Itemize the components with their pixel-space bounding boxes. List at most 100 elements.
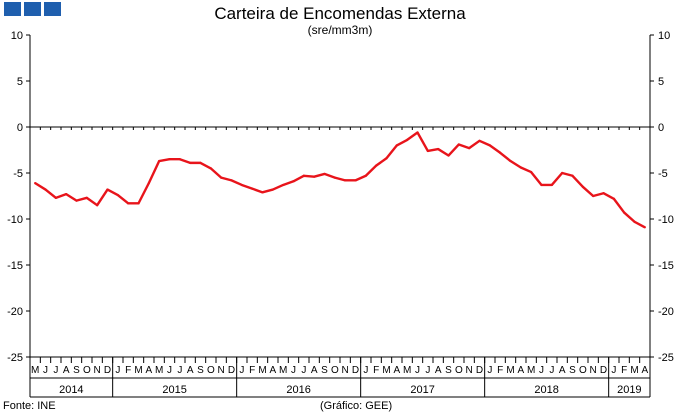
data-point <box>406 138 409 141</box>
data-point <box>116 193 119 197</box>
month-label: F <box>125 365 131 376</box>
series-line <box>34 131 646 229</box>
data-point <box>292 180 295 183</box>
month-label: M <box>527 365 535 376</box>
logo-block <box>4 2 21 16</box>
month-label: A <box>145 365 152 376</box>
month-label: D <box>352 365 359 376</box>
month-label: S <box>569 365 576 376</box>
month-label: J <box>291 365 296 376</box>
month-label: M <box>258 365 266 376</box>
month-label: M <box>155 365 163 376</box>
month-label: M <box>630 365 638 376</box>
month-label: O <box>83 365 91 376</box>
data-point <box>106 188 109 191</box>
data-point <box>426 149 429 153</box>
month-label: M <box>279 365 287 376</box>
y-tick-label-right: 5 <box>658 76 664 88</box>
data-point <box>395 144 398 147</box>
y-tick-label-right: -20 <box>658 306 674 318</box>
month-label: O <box>579 365 587 376</box>
month-label: N <box>466 365 473 376</box>
data-point <box>581 185 584 188</box>
month-label: F <box>497 365 503 376</box>
data-point <box>519 166 522 169</box>
month-label: J <box>363 365 368 376</box>
month-label: J <box>611 365 616 376</box>
data-point <box>499 151 502 154</box>
month-label: J <box>425 365 430 376</box>
chart-subtitle: (sre/mm3m) <box>307 23 373 37</box>
data-point <box>540 183 543 187</box>
data-point <box>344 179 347 182</box>
year-label: 2016 <box>286 384 310 396</box>
month-label: A <box>311 365 318 376</box>
month-label: M <box>403 365 411 376</box>
data-point <box>509 159 512 163</box>
month-label: S <box>445 365 452 376</box>
month-label: F <box>621 365 627 376</box>
data-point <box>457 143 460 146</box>
month-label: A <box>269 365 276 376</box>
credit-note: (Gráfico: GEE) <box>320 400 393 412</box>
month-label: S <box>197 365 204 376</box>
data-point <box>147 182 150 185</box>
data-point <box>199 161 202 164</box>
year-label: 2018 <box>534 384 558 396</box>
month-label: J <box>167 365 172 376</box>
data-point <box>251 187 254 190</box>
data-point <box>478 139 481 142</box>
data-point <box>643 226 646 229</box>
source-note: Fonte: INE <box>3 400 56 412</box>
data-point <box>364 174 367 177</box>
data-point <box>550 183 553 187</box>
month-label: J <box>549 365 554 376</box>
data-point <box>127 202 130 205</box>
data-point <box>602 192 605 195</box>
month-label: O <box>455 365 463 376</box>
data-point <box>333 176 336 179</box>
data-point <box>571 174 574 177</box>
data-point <box>189 161 192 164</box>
data-point <box>313 175 316 178</box>
month-label: N <box>94 365 101 376</box>
month-label: M <box>31 365 39 376</box>
data-point <box>385 157 388 160</box>
data-point <box>530 170 533 174</box>
month-label: N <box>590 365 597 376</box>
logo-block <box>44 2 61 16</box>
year-label: 2019 <box>617 384 641 396</box>
data-point <box>302 174 305 177</box>
data-point <box>230 179 233 182</box>
data-point <box>561 171 564 175</box>
month-label: M <box>506 365 514 376</box>
data-point <box>168 158 171 161</box>
data-point <box>282 183 285 187</box>
y-tick-label-right: -25 <box>658 352 674 364</box>
y-tick-label-right: 0 <box>658 122 664 134</box>
data-point <box>34 182 37 185</box>
brand-logo <box>4 2 61 16</box>
data-point <box>437 147 440 151</box>
month-label: J <box>539 365 544 376</box>
month-label: D <box>600 365 607 376</box>
month-label: J <box>115 365 120 376</box>
month-label: D <box>104 365 111 376</box>
month-label: O <box>207 365 215 376</box>
data-point <box>65 193 68 196</box>
month-label: F <box>373 365 379 376</box>
data-point <box>633 220 636 223</box>
month-label: S <box>321 365 328 376</box>
month-label: S <box>73 365 80 376</box>
data-point <box>375 164 378 167</box>
y-tick-label-left: 10 <box>11 30 23 42</box>
data-point <box>416 131 419 134</box>
year-label: 2014 <box>59 384 83 396</box>
data-point <box>54 196 57 199</box>
month-label: J <box>301 365 306 376</box>
month-label: A <box>435 365 442 376</box>
y-tick-label-right: -10 <box>658 214 674 226</box>
month-label: M <box>134 365 142 376</box>
data-point <box>85 196 88 199</box>
data-point <box>354 179 357 182</box>
